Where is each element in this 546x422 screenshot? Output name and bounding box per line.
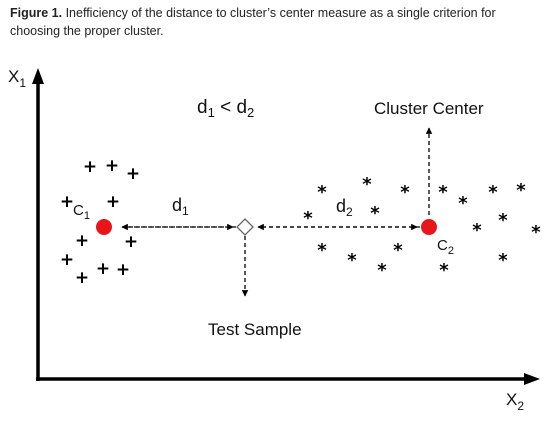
x-axis-label: X2 — [506, 390, 524, 413]
cluster-center-label: Cluster Center — [374, 99, 484, 118]
star-point: * — [362, 174, 372, 195]
test-sample-label: Test Sample — [208, 320, 302, 339]
star-point: * — [317, 182, 327, 203]
star-point: * — [472, 220, 482, 241]
plus-point: + — [83, 157, 97, 177]
star-point: * — [458, 193, 468, 214]
star-point: * — [498, 210, 508, 231]
y-axis-label: X1 — [8, 67, 26, 90]
plus-point: + — [60, 192, 74, 212]
star-point: * — [498, 250, 508, 271]
test-sample-point — [236, 218, 254, 236]
cluster-1-center — [96, 219, 112, 235]
star-point: * — [377, 260, 387, 281]
star-point: * — [393, 240, 403, 261]
star-point: * — [400, 182, 410, 203]
caption-label: Figure 1. — [10, 6, 63, 20]
d2-label: d2 — [336, 196, 353, 219]
plus-point: + — [106, 192, 120, 212]
plus-point: + — [75, 231, 89, 251]
plus-point: + — [96, 259, 110, 279]
star-point: * — [303, 208, 313, 229]
plus-point: + — [60, 250, 74, 270]
cluster-2-points: * * * * * * * * * * * * * * * * * * — [303, 174, 541, 281]
figure-caption: Figure 1. Inefficiency of the distance t… — [10, 4, 530, 40]
x-axis-arrowhead — [524, 373, 540, 385]
c2-label: C2 — [437, 237, 454, 257]
star-point: * — [531, 222, 541, 243]
c1-label: C1 — [73, 202, 90, 222]
star-point: * — [439, 260, 449, 281]
plus-point: + — [75, 268, 89, 288]
distance-inequality: d1 < d2 — [197, 97, 254, 120]
cluster-2-center — [421, 219, 437, 235]
plus-point: + — [126, 164, 140, 184]
caption-text: Inefficiency of the distance to cluster’… — [10, 6, 496, 38]
plus-point: + — [124, 232, 138, 252]
star-point: * — [370, 203, 380, 224]
y-axis-arrowhead — [32, 68, 44, 84]
star-point: * — [317, 240, 327, 261]
cluster-1-points: + + + + + + + + + + + — [60, 156, 140, 288]
star-point: * — [438, 182, 448, 203]
star-point: * — [488, 182, 498, 203]
d1-label: d1 — [172, 195, 189, 218]
plus-point: + — [116, 260, 130, 280]
plus-point: + — [105, 156, 119, 176]
star-point: * — [347, 250, 357, 271]
star-point: * — [516, 180, 526, 201]
